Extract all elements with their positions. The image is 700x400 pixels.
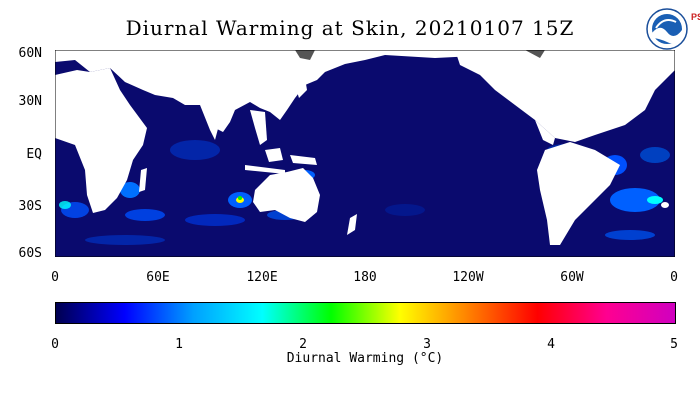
lon-label-120w: 120W [452,270,484,285]
lat-label-60n: 60N [18,46,42,61]
noaa-logo-icon [646,8,688,50]
colorbar-tick-2: 2 [299,337,307,352]
colorbar-tick-1: 1 [175,337,183,352]
psl-label: PSL [691,12,700,22]
colorbar [55,302,676,324]
colorbar-title: Diurnal Warming (°C) [286,351,444,366]
lat-label-30n: 30N [18,94,42,109]
lon-label-120e: 120E [246,270,278,285]
lon-label-180: 180 [353,270,377,285]
colorbar-tick-5: 5 [670,337,678,352]
lon-label-60w: 60W [560,270,584,285]
colorbar-tick-3: 3 [423,337,431,352]
colorbar-tick-0: 0 [51,337,59,352]
lon-label-0: 0 [51,270,59,285]
lat-label-60s: 60S [18,246,42,261]
colorbar-tick-4: 4 [547,337,555,352]
map-title: Diurnal Warming at Skin, 20210107 15Z [125,16,575,40]
sea-ice [295,50,545,60]
land [55,50,675,245]
diurnal-warming-map [55,50,675,257]
lat-label-eq: EQ [26,147,42,162]
lon-label-0-end: 0 [670,270,678,285]
lat-label-30s: 30S [18,199,42,214]
lon-label-60e: 60E [146,270,170,285]
